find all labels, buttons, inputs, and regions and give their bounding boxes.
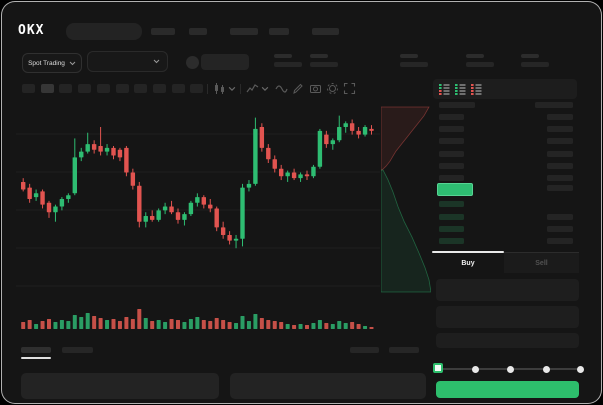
- nav-item-placeholder[interactable]: [312, 28, 339, 35]
- tab-sell-label: Sell: [535, 259, 548, 267]
- tab-divider: [432, 252, 579, 253]
- orderbook-toolbar: [433, 79, 577, 99]
- nav-item-placeholder[interactable]: [151, 28, 175, 35]
- bid-amount-placeholder[interactable]: [547, 214, 573, 220]
- stat-value-placeholder: [521, 62, 549, 67]
- indicators-icon[interactable]: [246, 82, 259, 95]
- bottom-tab[interactable]: [62, 347, 93, 353]
- line-tool-icon[interactable]: [275, 82, 288, 95]
- stat-label-placeholder: [400, 54, 418, 58]
- timeframe-button[interactable]: [115, 84, 129, 93]
- bottom-panel-right: [230, 373, 426, 399]
- book-asks-view-icon[interactable]: [471, 83, 482, 95]
- amount-input[interactable]: [436, 306, 579, 328]
- book-bids-view-icon[interactable]: [455, 83, 466, 95]
- draw-tool-icon[interactable]: [292, 82, 305, 95]
- slider-stop-dot[interactable]: [577, 366, 584, 373]
- timeframe-button[interactable]: [152, 84, 166, 93]
- ask-amount-placeholder[interactable]: [547, 162, 573, 169]
- ask-amount-placeholder[interactable]: [547, 126, 573, 133]
- slider-stop-dot[interactable]: [507, 366, 514, 373]
- timeframe-button[interactable]: [59, 84, 73, 93]
- book-combined-view-icon[interactable]: [439, 83, 450, 95]
- ask-price-placeholder[interactable]: [439, 138, 464, 145]
- last-price-highlight[interactable]: [437, 183, 473, 196]
- timeframe-button[interactable]: [134, 84, 148, 93]
- bottom-tab-active[interactable]: [21, 347, 51, 353]
- ask-amount-placeholder[interactable]: [547, 114, 573, 120]
- stat-label-placeholder: [521, 54, 539, 58]
- ask-price-placeholder[interactable]: [439, 175, 464, 181]
- stat-label-placeholder: [466, 54, 484, 58]
- candle-style-icon[interactable]: [213, 82, 226, 95]
- timeframe-button[interactable]: [190, 84, 204, 93]
- bid-price-placeholder[interactable]: [439, 226, 464, 232]
- ask-amount-placeholder[interactable]: [547, 150, 573, 157]
- timeframe-button[interactable]: [96, 84, 110, 93]
- bid-price-placeholder[interactable]: [439, 238, 464, 244]
- timeframe-button[interactable]: [22, 84, 35, 93]
- search-bar[interactable]: [66, 23, 142, 40]
- fullscreen-icon[interactable]: [343, 82, 356, 95]
- timeframe-button[interactable]: [40, 84, 54, 93]
- slider-stop-dot[interactable]: [543, 366, 550, 373]
- ask-amount-placeholder[interactable]: [547, 138, 573, 145]
- depth-chart: [381, 106, 431, 293]
- bottom-action[interactable]: [389, 347, 419, 353]
- pair-icon-avatar[interactable]: [186, 56, 199, 69]
- chevron-down-icon[interactable]: [261, 86, 269, 92]
- stat-value-placeholder: [274, 62, 302, 67]
- tab-sell[interactable]: Sell: [504, 253, 579, 273]
- amount-slider-handle[interactable]: [433, 363, 443, 373]
- ask-price-placeholder[interactable]: [439, 162, 464, 169]
- toolbar-divider: [207, 84, 208, 94]
- bid-price-placeholder[interactable]: [439, 201, 464, 207]
- timeframe-button[interactable]: [171, 84, 185, 93]
- pair-selector-dropdown[interactable]: [87, 51, 168, 72]
- market-type-label: Spot Trading: [28, 59, 65, 67]
- okx-logo: OKX: [18, 23, 45, 38]
- nav-item-placeholder[interactable]: [230, 28, 258, 35]
- stat-value-placeholder: [310, 62, 338, 67]
- bottom-panel-left: [21, 373, 219, 399]
- buy-submit-button[interactable]: [436, 381, 579, 398]
- nav-item-placeholder[interactable]: [269, 28, 289, 35]
- settings-gear-icon[interactable]: [326, 82, 339, 95]
- ask-price-placeholder[interactable]: [439, 114, 464, 120]
- timeframe-button[interactable]: [78, 84, 92, 93]
- stat-value-placeholder: [400, 62, 428, 67]
- bid-price-placeholder[interactable]: [439, 214, 464, 220]
- candlestick-chart[interactable]: [16, 100, 380, 338]
- bid-amount-placeholder[interactable]: [547, 226, 573, 232]
- nav-item-placeholder[interactable]: [189, 28, 207, 35]
- chevron-down-icon[interactable]: [228, 86, 236, 92]
- toolbar-divider: [240, 84, 241, 94]
- ask-price-placeholder[interactable]: [439, 126, 464, 133]
- bid-amount-placeholder[interactable]: [547, 185, 573, 191]
- market-type-selector[interactable]: Spot Trading: [22, 53, 82, 73]
- chevron-down-icon: [69, 61, 76, 65]
- snapshot-camera-icon[interactable]: [309, 82, 322, 95]
- total-field[interactable]: [436, 333, 579, 348]
- stat-label-placeholder: [310, 54, 328, 58]
- orderbook-header-price: [439, 102, 475, 108]
- bid-amount-placeholder[interactable]: [547, 238, 573, 244]
- slider-stop-dot[interactable]: [472, 366, 479, 373]
- stat-label-placeholder: [274, 54, 292, 58]
- ask-amount-placeholder[interactable]: [547, 175, 573, 181]
- chevron-down-icon: [153, 59, 160, 64]
- orderbook-header-amount: [535, 102, 573, 108]
- bottom-tab-underline: [21, 357, 51, 359]
- price-input[interactable]: [436, 279, 579, 301]
- bottom-action[interactable]: [350, 347, 379, 353]
- ask-price-placeholder[interactable]: [439, 150, 464, 157]
- stat-value-placeholder: [466, 62, 494, 67]
- active-tab-indicator: [432, 251, 504, 253]
- pair-name-placeholder[interactable]: [201, 54, 249, 70]
- tab-buy[interactable]: Buy: [432, 253, 504, 273]
- tab-buy-label: Buy: [461, 259, 475, 267]
